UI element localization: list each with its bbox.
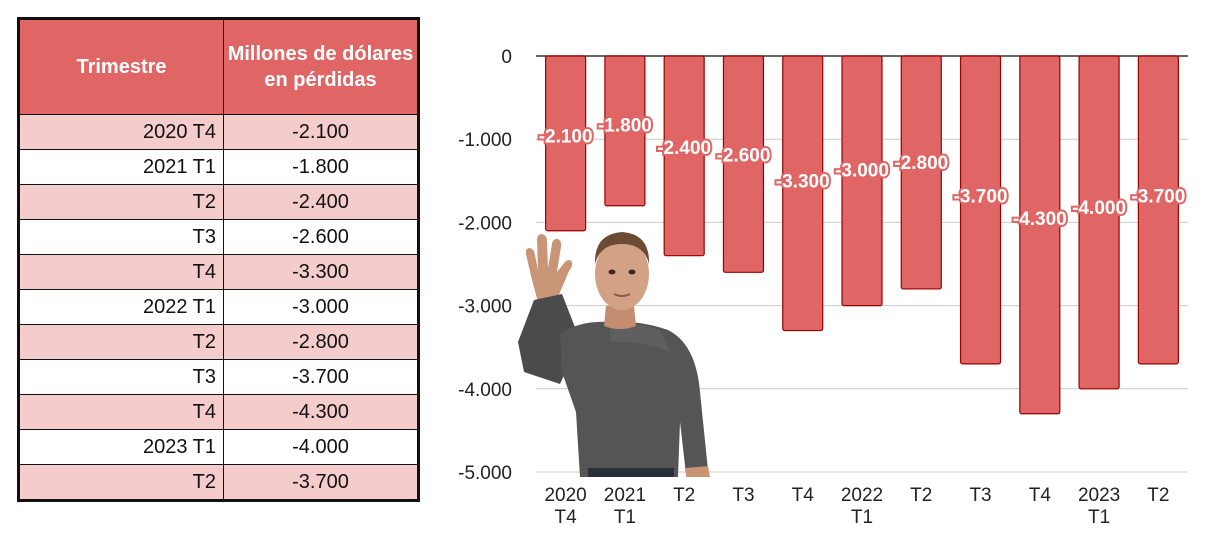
y-tick-label: -4.000: [458, 380, 512, 401]
bar: [900, 55, 942, 290]
quarter-cell: T2: [18, 324, 224, 360]
data-label: -2.600: [717, 145, 771, 166]
quarter-cell: T2: [18, 464, 224, 501]
x-tick-label: T2: [673, 485, 695, 506]
table-row: 2023 T1 -4.000: [18, 429, 419, 465]
data-label: -3.700: [1131, 187, 1185, 208]
data-label: -3.700: [954, 187, 1008, 208]
y-tick-label: -1.000: [458, 130, 512, 151]
table-row: T3 -2.600: [18, 219, 419, 255]
data-label: -2.100: [539, 127, 593, 148]
x-tick-label: 2023: [1078, 485, 1120, 506]
loss-value-cell: -2.600: [223, 219, 419, 255]
table-header-row: Trimestre Millones de dólares en pérdida…: [18, 18, 419, 115]
header-losses: Millones de dólares en pérdidas: [223, 18, 419, 115]
data-table: Trimestre Millones de dólares en pérdida…: [17, 17, 420, 502]
bar: [1137, 55, 1179, 365]
x-tick-label: 2020: [544, 485, 586, 506]
loss-value-cell: -3.700: [223, 359, 419, 395]
x-tick-label: T3: [969, 485, 991, 506]
bar: [841, 55, 883, 307]
loss-value-cell: -2.800: [223, 324, 419, 360]
quarter-cell: 2021 T1: [18, 149, 224, 185]
data-label: -3.000: [835, 160, 889, 181]
waving-person-avatar-icon: [518, 232, 710, 477]
loss-value-cell: -3.300: [223, 254, 419, 290]
bar: [663, 55, 705, 257]
loss-value-cell: -2.100: [223, 114, 419, 150]
quarter-cell: T3: [18, 359, 224, 395]
quarter-cell: T4: [18, 394, 224, 430]
table-row: T2 -2.800: [18, 324, 419, 360]
data-label: -4.300: [1013, 209, 1067, 230]
bar: [1019, 55, 1061, 415]
data-label: -2.400: [657, 138, 711, 159]
x-tick-label: T2: [1147, 485, 1169, 506]
y-tick-label: -5.000: [458, 463, 512, 484]
table-row: T2 -2.400: [18, 184, 419, 220]
x-tick-label: T1: [1088, 507, 1110, 528]
y-tick-label: 0: [501, 47, 512, 68]
loss-value-cell: -2.400: [223, 184, 419, 220]
x-tick-label: T3: [732, 485, 754, 506]
loss-value-cell: -4.300: [223, 394, 419, 430]
x-tick-label: T4: [555, 507, 578, 528]
data-label: -4.000: [1072, 198, 1126, 219]
quarter-cell: 2022 T1: [18, 289, 224, 325]
data-label: -3.300: [776, 172, 830, 193]
x-tick-label: T4: [792, 485, 815, 506]
quarter-cell: 2020 T4: [18, 114, 224, 150]
y-tick-label: -3.000: [458, 297, 512, 318]
x-tick-label: 2022: [841, 485, 883, 506]
table-row: 2021 T1 -1.800: [18, 149, 419, 185]
loss-value-cell: -3.000: [223, 289, 419, 325]
quarter-cell: T3: [18, 219, 224, 255]
bar: [604, 55, 646, 207]
quarter-cell: T4: [18, 254, 224, 290]
table-row: T3 -3.700: [18, 359, 419, 395]
table-row: T4 -4.300: [18, 394, 419, 430]
loss-value-cell: -3.700: [223, 464, 419, 501]
loss-value-cell: -1.800: [223, 149, 419, 185]
bar-chart: 0-1.000-2.000-3.000-4.000-5.0002020T4202…: [458, 47, 1188, 528]
table-row: 2020 T4 -2.100: [18, 114, 419, 150]
quarter-cell: 2023 T1: [18, 429, 224, 465]
y-tick-label: -2.000: [458, 213, 512, 234]
bar: [1078, 55, 1120, 390]
x-tick-label: T2: [910, 485, 932, 506]
x-tick-label: T1: [614, 507, 636, 528]
bar: [722, 55, 765, 273]
data-label: -2.800: [894, 153, 948, 174]
quarter-cell: T2: [18, 184, 224, 220]
x-tick-label: 2021: [604, 485, 646, 506]
x-tick-label: T1: [851, 507, 873, 528]
header-quarter: Trimestre: [18, 18, 224, 115]
data-label: -1.800: [598, 115, 652, 136]
table-row: 2022 T1 -3.000: [18, 289, 419, 325]
loss-value-cell: -4.000: [223, 429, 419, 465]
x-tick-label: T4: [1029, 485, 1052, 506]
table-row: T2 -3.700: [18, 464, 419, 501]
bar: [959, 55, 1002, 365]
bar: [545, 55, 587, 232]
bar: [782, 55, 824, 332]
table-row: T4 -3.300: [18, 254, 419, 290]
